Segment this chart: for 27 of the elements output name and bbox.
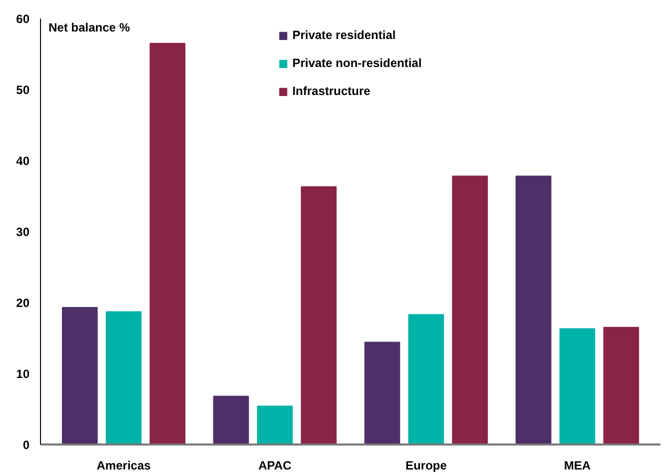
bar [559, 328, 596, 444]
y-axis-title: Net balance % [48, 20, 130, 34]
bar [106, 311, 142, 444]
bar [300, 186, 337, 444]
x-tick-label: MEA [564, 458, 591, 472]
y-tick-label: 50 [16, 83, 30, 97]
y-tick-label: 20 [16, 296, 30, 310]
y-tick-label: 60 [16, 12, 30, 26]
y-tick-label: 30 [16, 225, 30, 239]
x-tick-label: Europe [405, 458, 448, 472]
bar [150, 42, 186, 444]
bar [408, 314, 444, 444]
legend-label: Private non-residential [292, 56, 422, 70]
bar [213, 396, 249, 444]
bar [603, 326, 640, 444]
bar [364, 342, 400, 444]
x-tick-label: Americas [96, 458, 152, 472]
x-tick-label: APAC [258, 458, 292, 472]
bar [62, 306, 98, 444]
bar [257, 406, 293, 444]
bar [452, 176, 488, 444]
y-tick-label: 40 [16, 154, 30, 168]
legend-label: Infrastructure [292, 84, 370, 98]
y-tick-label: 0 [22, 438, 30, 452]
legend-label: Private residential [292, 28, 396, 42]
y-tick-label: 10 [16, 367, 30, 381]
bar [516, 176, 552, 444]
